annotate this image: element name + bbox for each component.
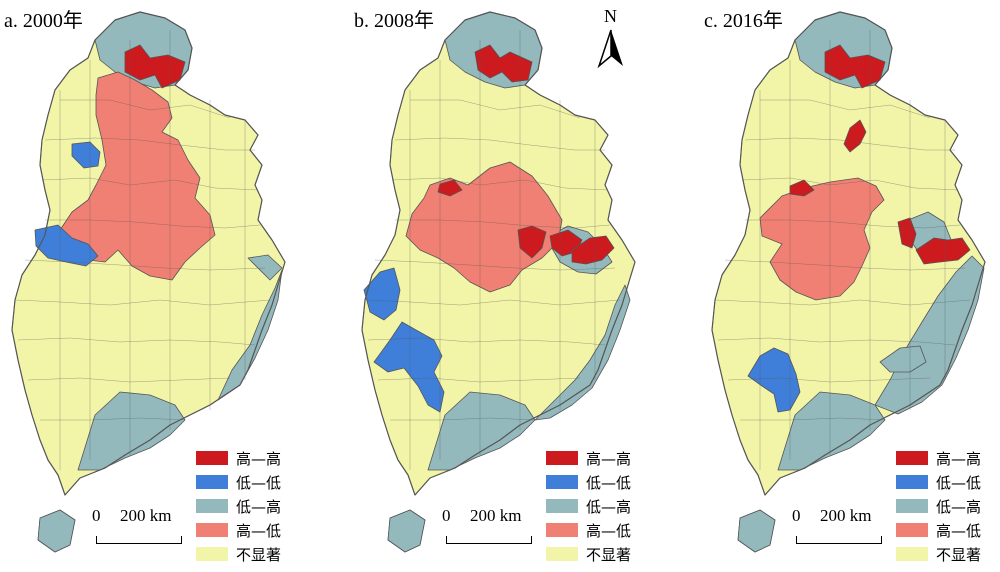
legend-swatch [546, 475, 578, 489]
legend-item-not-significant: 不显著 [546, 542, 631, 566]
legend-swatch [546, 523, 578, 537]
legend-label: 低—低 [236, 473, 282, 492]
legend-item-low-low: 低—低 [196, 470, 281, 494]
scale-bar: 0 200 km [92, 506, 202, 566]
legend-swatch [896, 475, 928, 489]
legend-label: 高—低 [586, 521, 632, 540]
legend-label: 低—高 [936, 497, 982, 516]
prefecture-boundaries [364, 30, 621, 470]
scale-distance: 200 km [470, 506, 522, 525]
map-2008 [361, 11, 636, 553]
panel-title: c. 2016年 [704, 10, 783, 32]
legend-label: 不显著 [936, 545, 982, 564]
legend-item-high-low: 高—低 [896, 518, 981, 542]
legend-label: 低—低 [586, 473, 632, 492]
legend-label: 不显著 [586, 545, 632, 564]
scale-bar: 0 200 km [442, 506, 552, 566]
legend-label: 高—低 [936, 521, 982, 540]
legend-item-not-significant: 不显著 [196, 542, 281, 566]
scale-bar: 0 200 km [792, 506, 902, 566]
legend-item-high-low: 高—低 [546, 518, 631, 542]
scale-zero: 0 [442, 506, 451, 525]
legend-label: 不显著 [236, 545, 282, 564]
legend: 高—高 低—低 低—高 高—低 不显著 [196, 446, 281, 566]
scale-line [96, 536, 182, 544]
legend-swatch [196, 499, 228, 513]
scale-distance: 200 km [120, 506, 172, 525]
legend-label: 低—低 [936, 473, 982, 492]
map-panel-2008: b. 2008年 高—高 低—低 低—高 高—低 不显著 0 200 km [350, 0, 683, 572]
north-arrow: N [596, 6, 626, 68]
legend-swatch [546, 451, 578, 465]
legend-item-low-low: 低—低 [546, 470, 631, 494]
legend-swatch [196, 523, 228, 537]
legend-swatch [896, 499, 928, 513]
legend-swatch [546, 547, 578, 561]
legend-label: 高—高 [936, 449, 982, 468]
legend-item-high-high: 高—高 [546, 446, 631, 470]
prefecture-boundaries [714, 30, 971, 470]
legend-label: 高—高 [236, 449, 282, 468]
legend-swatch [896, 547, 928, 561]
legend-swatch [196, 451, 228, 465]
panel-title: a. 2000年 [4, 10, 83, 32]
legend-swatch [546, 499, 578, 513]
scale-zero: 0 [92, 506, 101, 525]
legend-item-low-high: 低—高 [196, 494, 281, 518]
prefecture-boundaries [14, 30, 271, 470]
region-outline [11, 11, 286, 496]
north-label: N [604, 6, 617, 26]
cluster-high-high [437, 44, 615, 265]
cluster-high-low [759, 177, 885, 301]
legend-label: 高—高 [586, 449, 632, 468]
scale-line [446, 536, 532, 544]
legend-label: 高—低 [236, 521, 282, 540]
legend-item-high-high: 高—高 [196, 446, 281, 470]
scale-distance: 200 km [820, 506, 872, 525]
legend-item-low-high: 低—高 [546, 494, 631, 518]
legend-label: 低—高 [586, 497, 632, 516]
cluster-low-low [747, 347, 801, 413]
legend-item-low-low: 低—低 [896, 470, 981, 494]
cluster-high-low [59, 71, 216, 281]
legend-item-low-high: 低—高 [896, 494, 981, 518]
legend-swatch [196, 475, 228, 489]
legend-item-high-low: 高—低 [196, 518, 281, 542]
legend: 高—高 低—低 低—高 高—低 不显著 [896, 446, 981, 566]
map-panel-2016: c. 2016年 高—高 低—低 低—高 高—低 不显著 0 200 km [700, 0, 1000, 572]
legend-item-high-high: 高—高 [896, 446, 981, 470]
map-panel-2000: a. 2000年 高—高 低—低 低—高 高—低 不显著 0 200 km [0, 0, 333, 572]
panel-title: b. 2008年 [354, 10, 434, 32]
scale-zero: 0 [792, 506, 801, 525]
legend: 高—高 低—低 低—高 高—低 不显著 [546, 446, 631, 566]
map-2016 [711, 11, 986, 553]
north-arrow-icon [597, 29, 623, 68]
region-outline [711, 11, 986, 496]
region-outline [361, 11, 636, 496]
legend-item-not-significant: 不显著 [896, 542, 981, 566]
legend-label: 低—高 [236, 497, 282, 516]
cluster-low-low [363, 267, 445, 413]
legend-swatch [896, 523, 928, 537]
legend-swatch [196, 547, 228, 561]
scale-line [796, 536, 882, 544]
legend-swatch [896, 451, 928, 465]
map-2000 [11, 11, 286, 553]
